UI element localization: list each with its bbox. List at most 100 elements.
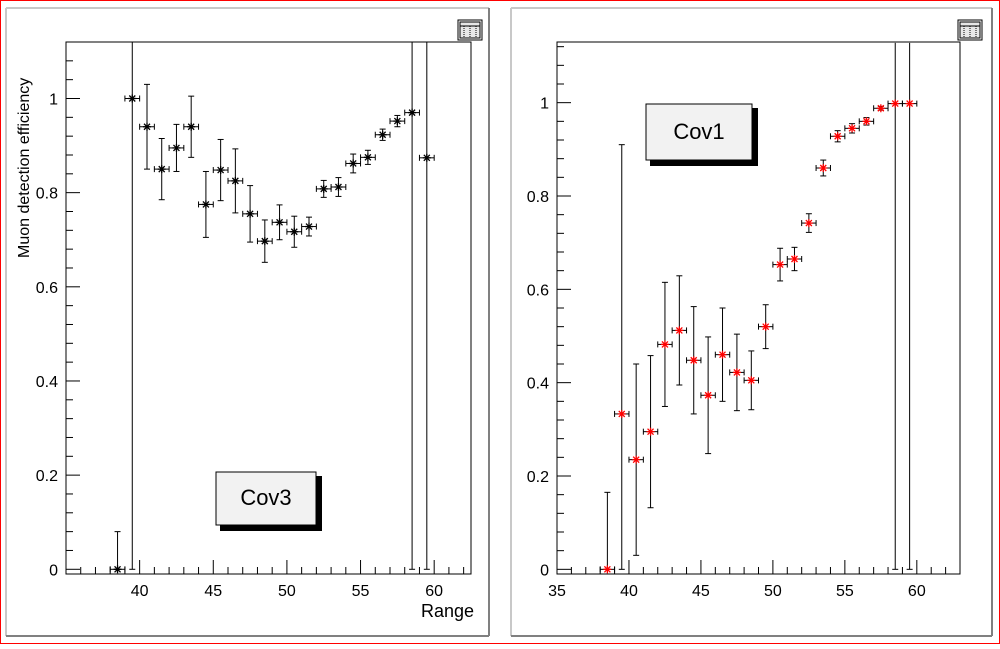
right-x-tick-label: 60 bbox=[908, 583, 926, 600]
left-y-tick-label: 0.4 bbox=[36, 374, 58, 391]
left-data-point bbox=[404, 42, 420, 570]
right-data-point bbox=[686, 306, 702, 415]
marker bbox=[320, 185, 328, 193]
marker bbox=[675, 326, 683, 334]
right-data-point bbox=[786, 246, 803, 272]
left-data-point bbox=[271, 204, 288, 241]
left-data-point bbox=[227, 148, 244, 214]
right-x-tick-label: 45 bbox=[692, 583, 710, 600]
left-data-point bbox=[418, 42, 435, 570]
right-x-tick-label: 55 bbox=[836, 583, 854, 600]
left-x-tick-label: 55 bbox=[352, 583, 370, 600]
right-data-point bbox=[758, 304, 774, 350]
cov3-label-box: Cov3 bbox=[215, 471, 322, 531]
right-data-point bbox=[642, 355, 659, 509]
left-data-point bbox=[139, 83, 155, 170]
marker bbox=[128, 95, 136, 102]
canvas-editor-icon[interactable] bbox=[457, 19, 483, 41]
marker bbox=[819, 164, 827, 172]
right-y-tick-label: 0.4 bbox=[527, 376, 549, 393]
marker bbox=[834, 132, 842, 140]
left-data-point bbox=[212, 138, 229, 202]
left-x-tick-label: 45 bbox=[204, 583, 222, 600]
right-y-tick-label: 0.6 bbox=[527, 282, 549, 299]
left-data-point bbox=[124, 42, 141, 570]
right-data-point bbox=[729, 333, 745, 412]
left-plot-frame bbox=[65, 41, 472, 575]
cov1-label-text: Cov1 bbox=[673, 119, 724, 144]
right-x-tick-label: 50 bbox=[764, 583, 782, 600]
right-data-point bbox=[628, 363, 644, 556]
left-data-point bbox=[389, 114, 406, 128]
right-data-point bbox=[743, 350, 759, 411]
marker bbox=[231, 177, 239, 185]
left-y-axis-label: Muon detection efficiency bbox=[16, 78, 33, 258]
left-data-point bbox=[301, 216, 317, 237]
marker bbox=[423, 154, 431, 162]
right-x-tick-label: 35 bbox=[548, 583, 566, 600]
right-y-tick-label: 1 bbox=[540, 96, 549, 113]
left-data-point bbox=[153, 138, 170, 201]
marker bbox=[349, 160, 357, 167]
left-y-tick-label: 1 bbox=[49, 91, 58, 108]
left-x-tick-label: 40 bbox=[131, 583, 149, 600]
cov3-label-text: Cov3 bbox=[240, 485, 291, 510]
marker bbox=[261, 237, 269, 245]
marker bbox=[379, 131, 387, 139]
marker bbox=[408, 109, 416, 117]
left-data-point bbox=[256, 219, 273, 263]
marker bbox=[791, 255, 798, 263]
marker bbox=[762, 323, 770, 331]
right-y-tick-label: 0.2 bbox=[527, 469, 549, 486]
right-data-point bbox=[614, 144, 630, 570]
left-x-axis-label: Range bbox=[421, 601, 474, 621]
left-y-tick-label: 0 bbox=[49, 562, 58, 579]
left-data-point bbox=[374, 128, 391, 141]
right-data-point bbox=[844, 123, 860, 134]
marker bbox=[719, 351, 726, 359]
left-y-tick-label: 0.2 bbox=[36, 468, 58, 485]
marker bbox=[172, 144, 180, 152]
marker bbox=[891, 100, 899, 108]
left-plot-area: 40 45 50 55 60 0 0.2 0.4 0.6 0.8 1 bbox=[36, 41, 465, 600]
left-y-tick-label: 0.8 bbox=[36, 186, 58, 203]
right-data-point bbox=[599, 491, 616, 574]
right-data-point bbox=[700, 336, 716, 455]
marker bbox=[364, 153, 372, 161]
marker bbox=[246, 210, 254, 218]
right-y-tick-label: 0 bbox=[540, 562, 549, 579]
left-data-point bbox=[330, 177, 347, 197]
marker bbox=[704, 391, 712, 399]
marker bbox=[733, 368, 741, 376]
left-data-point bbox=[360, 149, 376, 165]
canvas-editor-icon[interactable] bbox=[957, 19, 983, 41]
right-data-point bbox=[873, 104, 889, 113]
left-x-tick-label: 60 bbox=[425, 583, 443, 600]
marker bbox=[276, 218, 284, 226]
right-pad-background bbox=[511, 8, 992, 636]
marker bbox=[187, 123, 195, 131]
right-data-point bbox=[714, 307, 731, 402]
marker bbox=[862, 117, 870, 125]
right-x-tick-label: 40 bbox=[620, 583, 638, 600]
marker bbox=[848, 124, 856, 132]
left-data-point bbox=[198, 170, 214, 238]
right-data-point bbox=[671, 275, 688, 386]
marker bbox=[632, 456, 640, 464]
right-data-point bbox=[829, 130, 846, 143]
left-x-tick-label: 50 bbox=[278, 583, 296, 600]
left-pad-background bbox=[6, 8, 489, 636]
left-data-point bbox=[286, 215, 303, 248]
right-data-point bbox=[801, 213, 817, 233]
cov1-label-box: Cov1 bbox=[645, 103, 758, 166]
marker bbox=[647, 428, 655, 436]
marker bbox=[661, 340, 669, 348]
marker bbox=[217, 166, 225, 174]
left-pad: 40 45 50 55 60 0 0.2 0.4 0.6 0.8 1 Range Muon dete… bbox=[5, 7, 490, 637]
right-plot-area: 35 40 45 50 55 60 0 0.2 0.4 0.6 0.8 1 bbox=[527, 42, 961, 600]
right-y-tick-label: 0.8 bbox=[527, 189, 549, 206]
left-data-point bbox=[168, 123, 185, 172]
marker bbox=[877, 104, 885, 112]
